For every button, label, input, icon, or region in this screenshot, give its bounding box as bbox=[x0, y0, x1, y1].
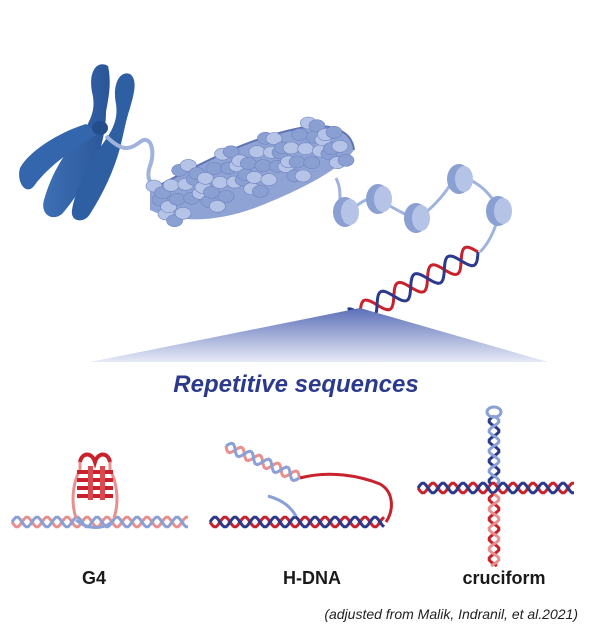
strand-a bbox=[487, 414, 501, 486]
nucleosome-disc bbox=[331, 140, 349, 153]
strand-b bbox=[347, 251, 480, 321]
strand-a bbox=[208, 515, 386, 529]
nucleosome-disc bbox=[217, 190, 235, 203]
nucleosome-disc bbox=[251, 185, 269, 198]
nucleosome-2 bbox=[366, 184, 392, 214]
nucleosome-3 bbox=[404, 203, 430, 233]
nucleosome-disc bbox=[162, 179, 180, 192]
strand-b bbox=[487, 492, 501, 568]
nucleosome-disc bbox=[240, 157, 257, 170]
nucleosome-disc bbox=[222, 145, 240, 159]
nucleosome-disc bbox=[308, 119, 326, 132]
nucleosome-disc bbox=[211, 176, 229, 189]
nucleosome-disc bbox=[205, 162, 223, 175]
nucleosome-disc bbox=[209, 200, 226, 213]
strand-a bbox=[355, 245, 479, 328]
h-dna-structure bbox=[208, 441, 393, 529]
cruciform-structure bbox=[416, 405, 574, 568]
nucleosome-disc bbox=[288, 155, 306, 169]
nucleosome-disc bbox=[325, 126, 343, 139]
nucleosome-disc bbox=[294, 169, 312, 183]
nucleosome-disc bbox=[248, 145, 266, 158]
nucleosome-disc bbox=[174, 207, 192, 220]
nucleosome-disc bbox=[246, 171, 263, 184]
strand-b bbox=[10, 515, 188, 529]
h-dna-label: H-DNA bbox=[283, 568, 341, 588]
g4-structure bbox=[10, 452, 188, 529]
nucleosome-disc bbox=[197, 172, 214, 185]
nucleosome-disc bbox=[254, 159, 272, 172]
chromosome bbox=[19, 64, 135, 221]
nucleosome-disc bbox=[260, 173, 278, 186]
nucleosome-disc bbox=[297, 142, 315, 155]
nucleosome-disc bbox=[265, 132, 283, 145]
nucleosome-disc bbox=[337, 154, 355, 167]
g4-label: G4 bbox=[81, 568, 106, 588]
source-credit: (adjusted from Malik, Indranil, et al.20… bbox=[324, 606, 578, 622]
nucleosome-disc bbox=[282, 141, 300, 155]
cruciform-label: cruciform bbox=[462, 568, 546, 588]
nucleosome-1 bbox=[333, 197, 359, 227]
strand-b bbox=[208, 515, 386, 529]
nucleosome-disc bbox=[203, 186, 220, 199]
section-title: Repetitive sequences bbox=[173, 371, 419, 398]
nucleosome-5 bbox=[486, 196, 512, 226]
strand-b bbox=[487, 414, 501, 486]
nucleosome-discs bbox=[145, 116, 355, 227]
nucleosome-4 bbox=[447, 164, 473, 194]
zoom-triangle bbox=[90, 308, 548, 362]
nucleosome-disc bbox=[168, 193, 186, 206]
chromatin-fiber bbox=[104, 134, 159, 187]
nucleosome-disc bbox=[303, 156, 321, 169]
nucleosome-disc bbox=[291, 128, 309, 141]
strand-b bbox=[225, 441, 301, 483]
strand-b bbox=[416, 481, 574, 495]
